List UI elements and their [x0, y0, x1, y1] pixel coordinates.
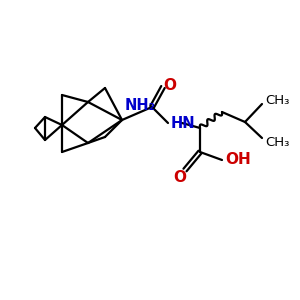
Text: O: O	[173, 169, 187, 184]
Text: CH₃: CH₃	[265, 94, 289, 106]
Text: O: O	[164, 77, 176, 92]
Text: HN: HN	[171, 116, 196, 131]
Text: OH: OH	[225, 152, 251, 167]
Text: CH₃: CH₃	[265, 136, 289, 148]
Text: NH₂: NH₂	[125, 98, 156, 112]
